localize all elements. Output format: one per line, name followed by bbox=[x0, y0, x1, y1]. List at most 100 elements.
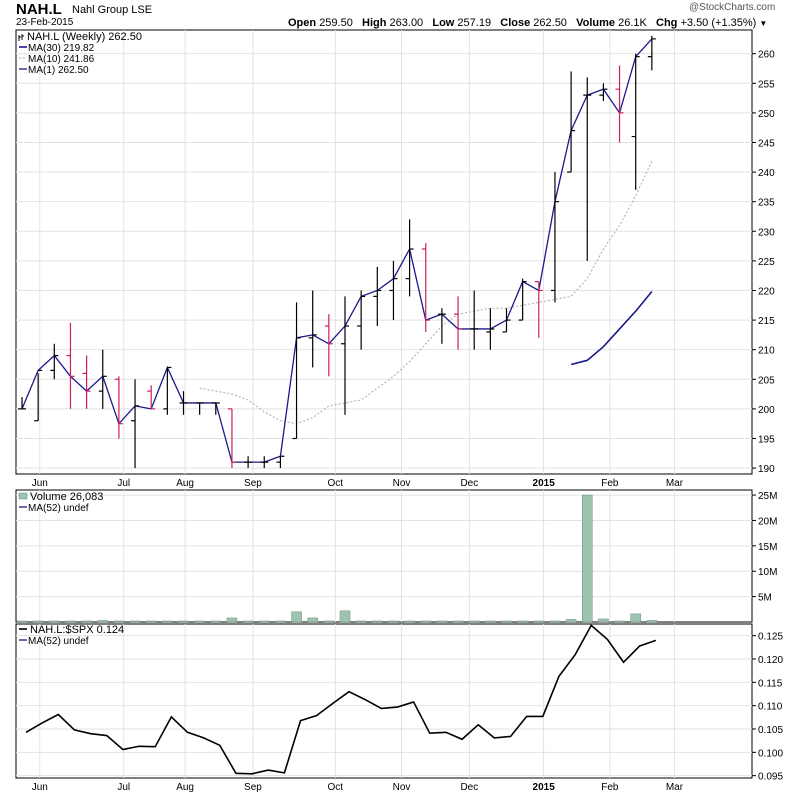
vol-panel-frame bbox=[15, 489, 753, 623]
price-ytick-label: 220 bbox=[758, 286, 775, 297]
volume-bar bbox=[65, 620, 76, 623]
x-axis-label-bottom: Mar bbox=[666, 782, 684, 793]
symbol-title: NAH.L bbox=[16, 1, 62, 18]
volume-bar bbox=[582, 494, 593, 623]
x-axis-label: 2015 bbox=[533, 478, 556, 489]
low-value: 257.19 bbox=[457, 17, 492, 29]
price-ytick-label: 255 bbox=[758, 79, 775, 90]
ma30-line bbox=[570, 291, 653, 366]
x-axis-label-bottom: Nov bbox=[393, 782, 411, 793]
volume-bar bbox=[485, 620, 496, 623]
volume-bar bbox=[145, 620, 157, 623]
volume-ytick-label: 10M bbox=[758, 567, 777, 578]
volume-bar bbox=[259, 620, 270, 623]
stockcharts-watermark: @StockCharts.com bbox=[689, 2, 776, 13]
ratio-ytick-label: 0.100 bbox=[758, 748, 783, 759]
close-value: 262.50 bbox=[533, 17, 567, 29]
volume-bar bbox=[436, 620, 448, 623]
volume-bar bbox=[598, 618, 609, 623]
ratio-ytick-label: 0.105 bbox=[758, 725, 783, 736]
volume-bar bbox=[549, 620, 561, 623]
x-axis-label: Nov bbox=[393, 478, 411, 489]
volume-bar bbox=[565, 619, 577, 623]
company-name: Nahl Group LSE bbox=[72, 4, 153, 16]
ma30-legend-label: MA(30) 219.82 bbox=[28, 43, 95, 54]
ratio-ytick-label: 0.120 bbox=[758, 655, 783, 666]
chg-value: +3.50 (+1.35%) bbox=[680, 17, 757, 29]
volume-bar bbox=[388, 620, 399, 623]
volume-bar bbox=[614, 620, 625, 623]
volume-bar bbox=[49, 620, 60, 623]
x-axis-label: Jul bbox=[117, 478, 130, 489]
x-axis-label: Sep bbox=[244, 478, 262, 489]
volume-value: 26.1K bbox=[618, 17, 647, 29]
volume-bar bbox=[194, 620, 205, 623]
ma1-legend-label: MA(1) 262.50 bbox=[28, 65, 89, 76]
ohlc-readout: Open 259.50 High 263.00 Low 257.19 Close… bbox=[288, 17, 767, 29]
ratio-ytick-label: 0.115 bbox=[758, 678, 783, 689]
volume-bar bbox=[210, 620, 222, 623]
volume-ytick-label: 5M bbox=[758, 593, 772, 604]
volume-bar bbox=[307, 617, 318, 623]
volume-bar bbox=[178, 620, 189, 623]
volume-bar bbox=[517, 620, 528, 623]
close-label: Close bbox=[500, 17, 531, 29]
ratio-ma-legend-label: MA(52) undef bbox=[28, 636, 89, 647]
volume-bar bbox=[323, 620, 335, 623]
volume-bar bbox=[226, 617, 238, 623]
ma10-legend-label: MA(10) 241.86 bbox=[28, 54, 95, 65]
chart-date: 23-Feb-2015 bbox=[16, 17, 74, 28]
price-ytick-label: 210 bbox=[758, 346, 775, 357]
volume-bar bbox=[452, 620, 464, 623]
volume-legend-label: Volume 26,083 bbox=[30, 491, 103, 503]
high-label: High bbox=[362, 17, 387, 29]
x-axis-label-bottom: Jun bbox=[32, 782, 48, 793]
ratio-ytick-label: 0.125 bbox=[758, 632, 783, 643]
volume-bar bbox=[291, 611, 302, 623]
volume-bar bbox=[404, 620, 415, 623]
price-ytick-label: 205 bbox=[758, 375, 775, 386]
open-value: 259.50 bbox=[319, 17, 353, 29]
price-ytick-label: 260 bbox=[758, 50, 775, 61]
price-ytick-label: 230 bbox=[758, 227, 775, 238]
volume-bar bbox=[113, 620, 125, 623]
volume-ytick-label: 15M bbox=[758, 542, 777, 553]
x-axis-label-bottom: 2015 bbox=[533, 782, 556, 793]
volume-bar bbox=[32, 620, 44, 623]
volume-bar bbox=[81, 620, 92, 623]
x-axis-label: Jun bbox=[32, 478, 48, 489]
volume-legend-swatch bbox=[18, 492, 28, 500]
ratio-legend-label: NAH.L:$SPX 0.124 bbox=[30, 624, 124, 636]
expand-arrow-icon[interactable]: ▼ bbox=[759, 19, 768, 28]
volume-bar bbox=[242, 620, 254, 623]
price-ytick-label: 190 bbox=[758, 464, 775, 475]
volume-label: Volume bbox=[576, 17, 616, 29]
chg-label: Chg bbox=[656, 17, 678, 29]
price-ytick-label: 195 bbox=[758, 434, 775, 445]
x-axis-label-bottom: Oct bbox=[328, 782, 344, 793]
price-ytick-label: 225 bbox=[758, 257, 775, 268]
volume-bar bbox=[372, 620, 383, 623]
ratio-ytick-label: 0.095 bbox=[758, 772, 783, 783]
ratio-ytick-label: 0.110 bbox=[758, 702, 783, 713]
volume-bar bbox=[16, 620, 28, 623]
ratio-panel-frame bbox=[15, 623, 753, 779]
low-label: Low bbox=[432, 17, 455, 29]
volume-bar bbox=[339, 610, 351, 623]
x-axis-label: Feb bbox=[601, 478, 619, 489]
price-legend-symbol: NAH.L (Weekly) 262.50 bbox=[27, 31, 142, 43]
volume-bar bbox=[630, 613, 641, 623]
x-axis-label-bottom: Aug bbox=[176, 782, 194, 793]
volume-bar bbox=[468, 620, 480, 623]
ma1-line bbox=[21, 38, 653, 463]
x-axis-label-bottom: Feb bbox=[601, 782, 619, 793]
x-axis-label-bottom: Jul bbox=[117, 782, 130, 793]
volume-bar bbox=[420, 620, 431, 623]
high-value: 263.00 bbox=[389, 17, 424, 29]
volume-ma-legend-label: MA(52) undef bbox=[28, 503, 89, 514]
price-ytick-label: 235 bbox=[758, 198, 775, 209]
volume-bar bbox=[355, 620, 367, 623]
price-ytick-label: 215 bbox=[758, 316, 775, 327]
price-ytick-label: 245 bbox=[758, 138, 775, 149]
price-panel-frame bbox=[15, 29, 753, 475]
